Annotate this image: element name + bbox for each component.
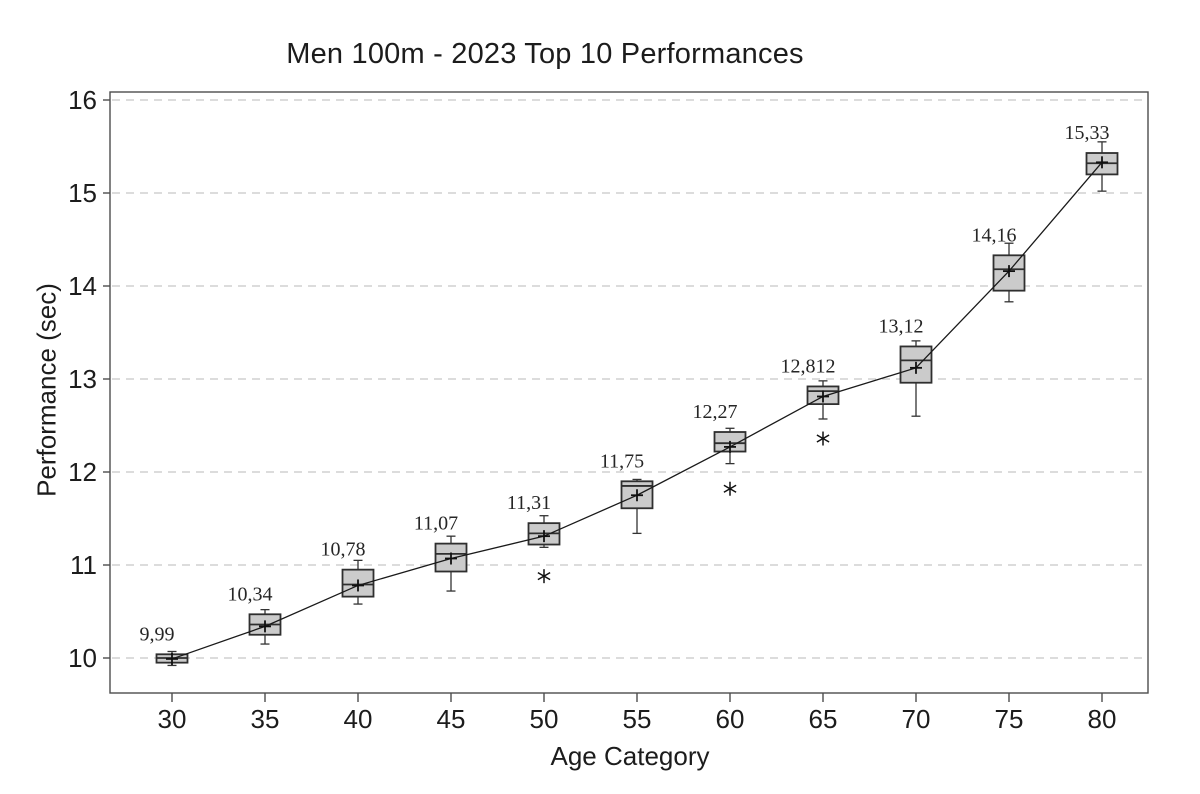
x-tick-label: 50 <box>530 704 559 734</box>
y-tick-label: 14 <box>68 271 97 301</box>
mean-value-label: 10,78 <box>321 539 366 561</box>
mean-value-label: 14,16 <box>972 224 1017 246</box>
mean-value-label: 15,33 <box>1065 122 1110 144</box>
y-tick-label: 15 <box>68 178 97 208</box>
outlier-marker <box>723 484 737 493</box>
mean-value-label: 12,27 <box>693 401 738 423</box>
outlier-marker <box>816 434 830 443</box>
mean-value-label: 11,75 <box>600 450 644 472</box>
x-tick-label: 70 <box>902 704 931 734</box>
mean-value-label: 11,07 <box>414 513 458 535</box>
plot-border <box>109 91 1149 694</box>
mean-value-label: 11,31 <box>507 492 551 514</box>
x-tick-label: 30 <box>158 704 187 734</box>
y-tick-label: 12 <box>68 457 97 487</box>
mean-value-label: 13,12 <box>879 315 924 337</box>
x-tick-label: 80 <box>1088 704 1117 734</box>
chart-title: Men 100m - 2023 Top 10 Performances <box>286 38 804 70</box>
x-tick-label: 40 <box>344 704 373 734</box>
x-tick-label: 75 <box>995 704 1024 734</box>
y-tick-label: 16 <box>68 85 97 115</box>
x-axis-label: Age Category <box>550 741 710 771</box>
mean-value-label: 9,99 <box>140 623 175 645</box>
x-tick-label: 60 <box>716 704 745 734</box>
mean-value-label: 10,34 <box>228 583 273 605</box>
x-tick-label: 65 <box>809 704 838 734</box>
mean-value-label: 12,812 <box>781 355 836 377</box>
x-tick-label: 35 <box>251 704 280 734</box>
x-tick-label: 45 <box>437 704 466 734</box>
outlier-marker <box>537 572 551 581</box>
y-tick-label: 13 <box>68 364 97 394</box>
x-tick-label: 55 <box>623 704 652 734</box>
y-tick-label: 11 <box>70 550 97 580</box>
y-tick-label: 10 <box>68 643 97 673</box>
mean-connecting-line <box>171 161 1103 660</box>
